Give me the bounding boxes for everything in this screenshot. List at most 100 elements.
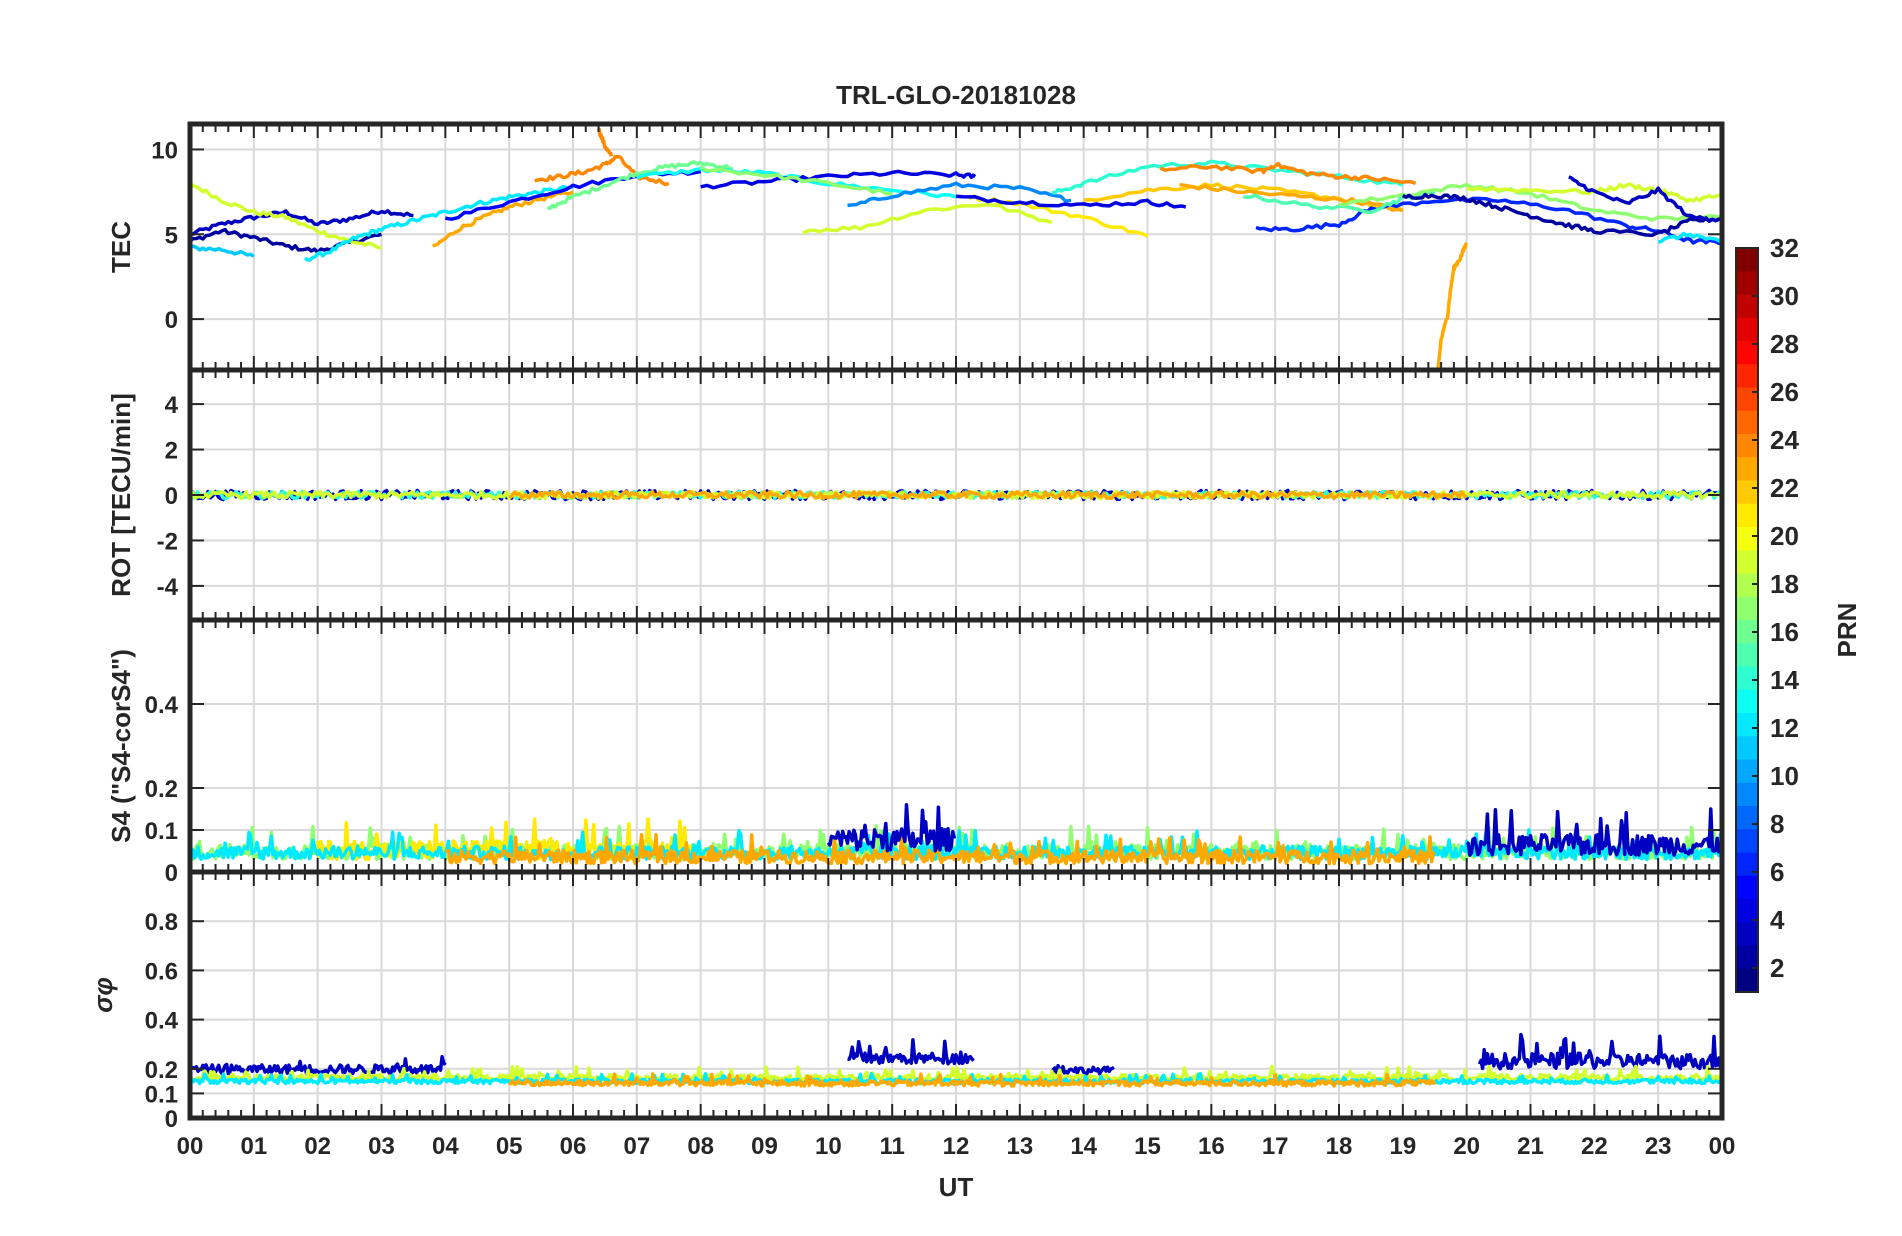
y-tick-label: 0.4: [145, 692, 179, 719]
colorbar-segment: [1736, 759, 1758, 784]
x-tick-label: 12: [943, 1133, 970, 1160]
y-tick-label: 0.6: [145, 958, 178, 985]
series-line-prn-3: [847, 1038, 975, 1066]
colorbar-segment: [1736, 503, 1758, 528]
series-line-prn-23: [1436, 241, 1469, 370]
y-tick-label: -4: [157, 574, 179, 601]
series-line-prn-4: [955, 194, 1187, 209]
y-axis-label-sigma_phi: σφ: [88, 977, 118, 1013]
series-line-prn-23: [444, 833, 1436, 866]
x-tick-labels: 00 01 02 03 04 05 06 07 08 09 10 11 12 13 14 15 16 17 18 19…: [177, 1133, 1736, 1160]
series-line-prn-6: [1255, 196, 1722, 246]
y-tick-label: -2: [157, 528, 178, 555]
series-line-prn-9: [847, 181, 1072, 208]
x-tick-label: 04: [432, 1133, 459, 1160]
chart-title: TRL-GLO-20181028: [836, 80, 1076, 110]
series-line-prn-17: [1338, 182, 1722, 222]
colorbar-segment: [1736, 271, 1758, 296]
x-tick-label: 16: [1198, 1133, 1225, 1160]
y-tick-label: 0: [165, 1106, 178, 1133]
series-line-prn-4: [700, 169, 977, 190]
colorbar-segment: [1736, 689, 1758, 714]
series-line-prn-23: [432, 190, 574, 248]
x-tick-label: 19: [1389, 1133, 1416, 1160]
x-tick-label: 01: [240, 1133, 267, 1160]
colorbar-segment: [1736, 666, 1758, 691]
x-tick-label: 03: [368, 1133, 395, 1160]
series-line-prn-19: [802, 202, 1053, 235]
x-tick-label: 00: [177, 1133, 204, 1160]
panel-sigma_phi: 00.10.2 0.4 0.6 0.8 σφ: [88, 869, 1725, 1133]
colorbar-segment: [1736, 968, 1758, 993]
panel-tec: 0 5 10 TEC: [106, 121, 1725, 373]
series-line-prn-3: [1465, 807, 1722, 857]
x-tick-label: 11: [879, 1133, 904, 1160]
colorbar-segment: [1736, 643, 1758, 668]
colorbar-tick-label: 32: [1770, 233, 1799, 263]
colorbar-segment: [1736, 248, 1758, 272]
colorbar-segment: [1736, 294, 1758, 319]
colorbar-tick-label: 24: [1770, 425, 1799, 455]
colorbar-tick-label: 22: [1770, 473, 1799, 503]
x-tick-label: 21: [1517, 1133, 1544, 1160]
series-line-prn-3: [1568, 175, 1722, 223]
series-line-prn-19: [190, 489, 1722, 501]
colorbar-tick-label: 18: [1770, 569, 1799, 599]
series-line-prn-2: [1401, 192, 1722, 238]
series-line-prn-12: [1657, 231, 1722, 245]
colorbar-segment: [1736, 782, 1758, 807]
colorbar-segment: [1736, 410, 1758, 435]
x-tick-label: 22: [1581, 1133, 1608, 1160]
x-tick-label: 02: [304, 1133, 331, 1160]
x-tick-label: 06: [560, 1133, 587, 1160]
colorbar-segment: [1736, 550, 1758, 575]
colorbar-segment: [1736, 852, 1758, 877]
series-line-prn-3: [190, 209, 414, 236]
series-line-prn-19: [1466, 182, 1722, 204]
colorbar-segment: [1736, 364, 1758, 389]
series-line-prn-12: [303, 184, 574, 262]
y-axis-label-rot: ROT [TECU/min]: [106, 393, 136, 597]
colorbar-segment: [1736, 620, 1758, 644]
colorbar-segment: [1736, 480, 1758, 505]
y-axis-label-s4: S4 ("S4-corS4"): [106, 649, 136, 843]
colorbar-segment: [1736, 317, 1758, 342]
series-group: [190, 1032, 1722, 1088]
y-tick-label: 0.1: [145, 1081, 178, 1108]
colorbar-segment: [1736, 806, 1758, 830]
x-tick-label: 10: [815, 1133, 842, 1160]
colorbar-segment: [1736, 829, 1758, 854]
colorbar-segment: [1736, 527, 1758, 551]
colorbar-tick-label: 28: [1770, 329, 1799, 359]
colorbar-tick-label: 4: [1770, 905, 1785, 935]
x-tick-label: 13: [1006, 1133, 1033, 1160]
colorbar-tick-label: 2: [1770, 953, 1784, 983]
colorbar-tick-label: 30: [1770, 281, 1799, 311]
x-tick-label: 17: [1262, 1133, 1289, 1160]
colorbar-segment: [1736, 945, 1758, 970]
colorbar-segment: [1736, 341, 1758, 365]
colorbar-tick-label: 16: [1770, 617, 1799, 647]
colorbar-segment: [1736, 387, 1758, 412]
series-line-prn-16: [547, 160, 733, 211]
x-tick-label: 15: [1134, 1133, 1161, 1160]
colorbar-tick-label: 14: [1770, 665, 1799, 695]
y-tick-label: 0: [165, 307, 178, 334]
y-tick-label: 0.2: [145, 776, 178, 803]
colorbar-label: PRN: [1832, 603, 1862, 658]
series-line-prn-24: [1159, 161, 1417, 186]
series-group: [190, 127, 1722, 370]
series-line-prn-23: [508, 489, 1468, 501]
y-tick-label: 10: [151, 137, 178, 164]
colorbar-segment: [1736, 457, 1758, 482]
y-tick-label: 5: [165, 222, 178, 249]
x-tick-label: 20: [1453, 1133, 1480, 1160]
series-line-prn-3: [1477, 1032, 1722, 1071]
colorbar-segment: [1736, 573, 1758, 598]
colorbar-segment: [1736, 736, 1758, 761]
colorbar-tick-label: 6: [1770, 857, 1784, 887]
y-axis-label-tec: TEC: [106, 221, 136, 273]
series-line-prn-23: [508, 1072, 1437, 1088]
colorbar-segment: [1736, 596, 1758, 621]
